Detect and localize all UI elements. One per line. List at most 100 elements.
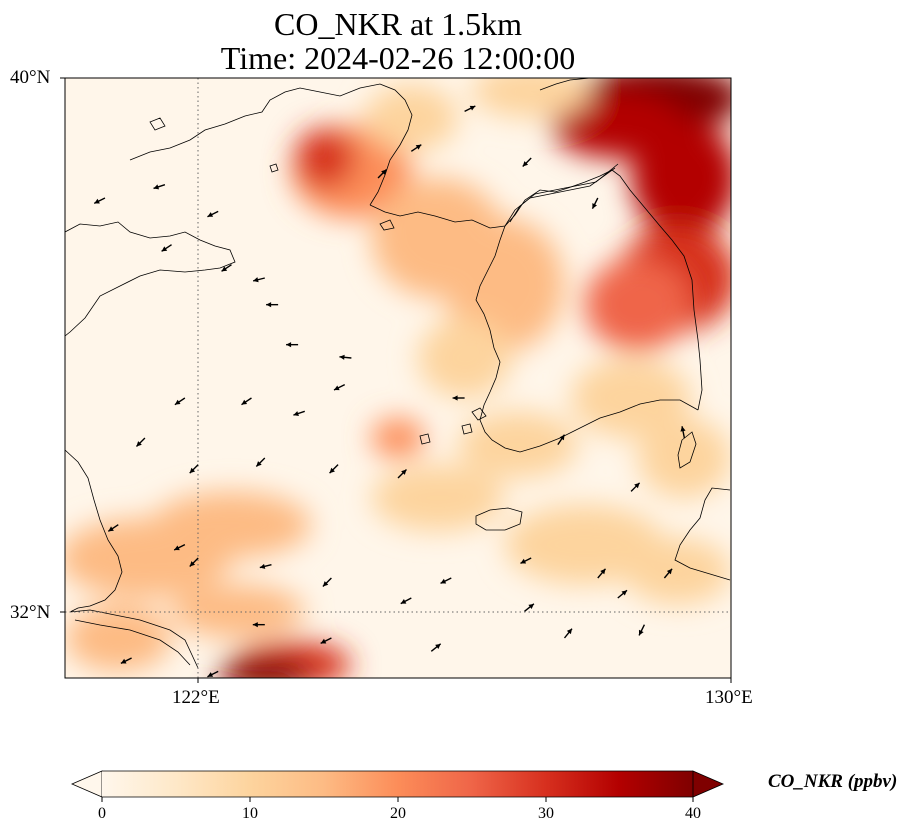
wind-arrow xyxy=(377,169,388,179)
co-field-blob xyxy=(637,418,731,498)
small-islands-1 xyxy=(419,407,487,445)
colorbar-tick-20: 20 xyxy=(390,805,406,822)
co-field-blob xyxy=(171,584,305,638)
shandong-coast xyxy=(65,221,236,337)
wind-arrow xyxy=(520,557,532,564)
wind-arrow xyxy=(638,624,646,636)
wind-arrow xyxy=(663,568,673,579)
wind-arrow xyxy=(339,354,352,360)
wind-arrow xyxy=(286,342,299,348)
co-field-blob xyxy=(417,318,512,398)
map-frame xyxy=(64,77,732,679)
wind-arrow xyxy=(452,395,465,401)
wind-arrow xyxy=(174,397,186,406)
wind-arrow xyxy=(410,144,422,152)
kyushu-coast xyxy=(674,487,731,581)
co-field-blob xyxy=(457,411,578,478)
wind-arrow xyxy=(189,557,199,567)
colorbar-extend-min xyxy=(70,770,103,798)
colorbar-ticks xyxy=(101,797,694,802)
co-field-blob xyxy=(444,218,565,352)
co-field-blob xyxy=(471,78,592,118)
korea-outline-north xyxy=(539,78,591,91)
wind-arrow xyxy=(207,670,219,678)
co-field-blob xyxy=(151,491,312,558)
china-coastline xyxy=(65,449,123,613)
bohai-coast xyxy=(129,83,413,206)
wind-arrow xyxy=(161,244,172,252)
co-field-blob xyxy=(371,464,505,532)
wind-arrow xyxy=(397,469,407,479)
wind-arrow xyxy=(440,577,452,584)
wind-arrow xyxy=(207,210,219,218)
wind-arrow xyxy=(666,685,671,696)
co-field-blob xyxy=(218,658,312,678)
coastlines xyxy=(65,78,731,669)
colorbar-tick-30: 30 xyxy=(538,805,554,822)
lat-label-32n: 32°N xyxy=(10,602,51,623)
wind-arrow xyxy=(189,464,199,474)
wind-arrow xyxy=(293,410,305,417)
wind-arrow xyxy=(255,457,266,467)
colorbar-tick-10: 10 xyxy=(242,805,258,822)
map-title-line1: CO_NKR at 1.5km xyxy=(274,6,522,42)
wind-arrow xyxy=(333,384,346,391)
wind-arrow xyxy=(680,426,686,439)
concentration-field xyxy=(65,78,731,678)
wind-arrow xyxy=(524,603,535,612)
wind-arrow xyxy=(464,105,476,112)
wind-arrow xyxy=(322,577,332,587)
wind-arrow xyxy=(430,643,442,652)
wind-arrow xyxy=(617,589,628,599)
co-field-blob xyxy=(65,604,172,672)
colorbar-tick-0: 0 xyxy=(98,805,106,822)
gridlines xyxy=(65,78,731,678)
wind-arrow xyxy=(252,277,265,283)
co-field-blob xyxy=(294,128,355,188)
small-islands-2 xyxy=(149,117,395,231)
wind-arrow xyxy=(557,434,566,446)
wind-arrow xyxy=(320,637,332,644)
yalu-river-2 xyxy=(509,163,619,223)
map-title-line2: Time: 2024-02-26 12:00:00 xyxy=(220,40,576,76)
wind-arrow xyxy=(65,138,66,140)
korea-west-coast xyxy=(475,225,699,453)
tsushima-island xyxy=(677,431,697,469)
map-plot xyxy=(60,77,732,696)
lon-label-122e: 122°E xyxy=(172,687,220,708)
colorbar-gradient xyxy=(102,771,693,797)
co-field-blob xyxy=(504,504,665,585)
wind-arrow xyxy=(563,628,573,639)
wind-arrow xyxy=(591,197,599,210)
wind-arrow xyxy=(522,157,532,167)
colorbar-tick-40: 40 xyxy=(685,805,701,822)
wind-arrow xyxy=(135,437,146,447)
wind-arrow xyxy=(597,568,607,579)
wind-arrow xyxy=(107,524,119,532)
yalu-river xyxy=(504,167,616,227)
jeju-island xyxy=(475,507,523,531)
co-field-blob xyxy=(624,538,731,605)
wind-arrow xyxy=(153,184,166,190)
co-field-blob xyxy=(631,118,731,238)
yangtze-river-mouth xyxy=(69,609,199,669)
wind-arrow xyxy=(630,482,641,492)
lon-label-130e: 130°E xyxy=(705,687,753,708)
wind-arrow xyxy=(241,397,252,406)
wind-arrow xyxy=(173,544,186,551)
colorbar-extend-max xyxy=(692,770,725,798)
wind-arrow xyxy=(120,657,132,664)
colorbar xyxy=(70,770,725,802)
lat-label-40n: 40°N xyxy=(10,67,51,88)
colorbar-label: CO_NKR (ppbv) xyxy=(768,771,898,792)
wind-arrow xyxy=(93,197,106,204)
yangtze-river-mouth-south xyxy=(74,619,191,666)
wind-vectors xyxy=(65,105,686,696)
axis-ticks xyxy=(60,77,732,683)
wind-arrow xyxy=(252,622,265,628)
co-field-blob xyxy=(371,418,425,458)
liaodong-coast xyxy=(369,169,703,411)
co-field-blob xyxy=(584,258,692,352)
wind-arrow xyxy=(329,464,339,474)
wind-arrow xyxy=(400,597,412,605)
